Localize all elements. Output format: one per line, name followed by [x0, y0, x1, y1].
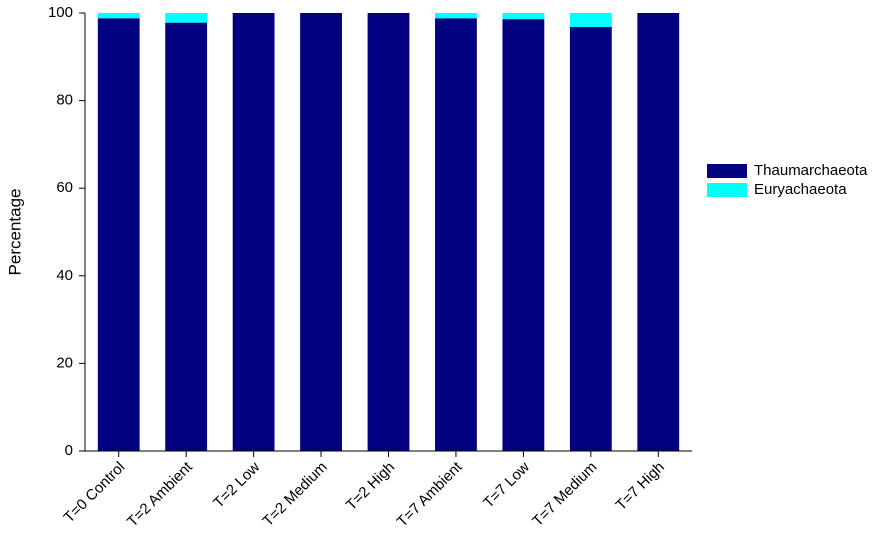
- x-tick-label: T=7 High: [613, 459, 668, 514]
- bar-segment: [165, 13, 208, 23]
- bar-segment: [367, 13, 410, 451]
- y-axis-label: Percentage: [5, 189, 24, 276]
- x-tick-label: T=2 Ambient: [124, 458, 196, 530]
- bar-segment: [502, 19, 545, 452]
- x-tick-label: T=0 Control: [61, 459, 129, 527]
- bar-segment: [569, 13, 612, 28]
- x-tick-label: T=2 High: [343, 459, 398, 514]
- bar-segment: [435, 13, 477, 19]
- legend-swatch: [707, 183, 747, 197]
- bar-segment: [502, 13, 545, 20]
- legend-label: Thaumarchaeota: [754, 162, 868, 179]
- x-tick-label: T=2 Medium: [259, 459, 330, 530]
- bar-segment: [232, 13, 275, 451]
- x-tick-label: T=7 Medium: [529, 459, 600, 530]
- legend-swatch: [707, 164, 747, 178]
- x-tick-label: T=7 Low: [480, 458, 533, 511]
- legend-label: Euryachaeota: [754, 181, 847, 198]
- y-tick-label: 0: [65, 442, 73, 459]
- y-tick-label: 80: [56, 92, 73, 109]
- bar-segment: [435, 18, 477, 451]
- y-tick-label: 40: [56, 267, 73, 284]
- x-tick-label: T=2 Low: [210, 458, 263, 511]
- y-tick-label: 100: [48, 4, 73, 21]
- bar-segment: [637, 13, 680, 451]
- x-tick-label: T=7 Ambient: [394, 458, 466, 530]
- y-tick-label: 20: [56, 354, 73, 371]
- y-tick-label: 60: [56, 179, 73, 196]
- bar-segment: [97, 13, 140, 19]
- bar-segment: [97, 18, 140, 451]
- bar-segment: [300, 13, 342, 451]
- bar-segment: [165, 22, 208, 452]
- bar-segment: [569, 27, 612, 452]
